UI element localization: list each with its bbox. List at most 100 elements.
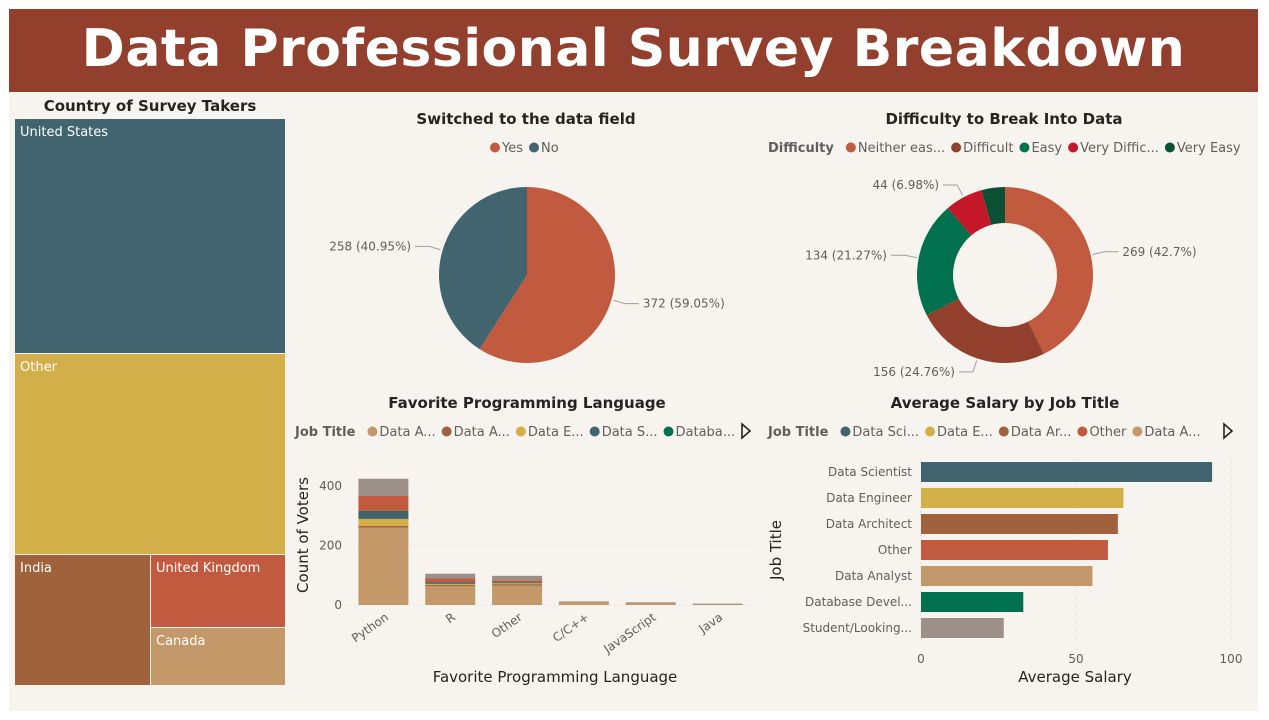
column-x-axis-title: Favorite Programming Language	[433, 668, 678, 686]
salary-legend-marker	[998, 426, 1009, 437]
y-tick-label: Data Analyst	[835, 569, 912, 583]
column-bar-segment[interactable]	[492, 582, 543, 584]
column-bar-segment[interactable]	[492, 585, 543, 605]
salary-bar[interactable]	[921, 566, 1093, 586]
treemap-tile-india[interactable]	[15, 555, 150, 685]
salary-legend-title: Job Title	[767, 425, 829, 440]
column-bar-segment[interactable]	[425, 582, 476, 584]
column-bar-segment[interactable]	[558, 601, 609, 603]
column-bar-segment[interactable]	[358, 527, 409, 605]
y-tick-label: 400	[319, 479, 342, 493]
column-bar-segment[interactable]	[358, 511, 409, 519]
salary-bar[interactable]	[921, 514, 1118, 534]
salary-legend-item: Data E...	[937, 425, 993, 440]
column-bar-segment[interactable]	[692, 604, 743, 605]
treemap-tile-united-states[interactable]	[15, 119, 285, 353]
salary-legend-marker	[1132, 426, 1143, 437]
salary-bar[interactable]	[921, 462, 1213, 482]
treemap-tile-united-kingdom[interactable]	[151, 555, 285, 627]
legend-next-arrow-icon[interactable]	[741, 422, 752, 440]
donut-legend-item: Easy	[1031, 141, 1062, 156]
column-bar-segment[interactable]	[492, 583, 543, 585]
donut-legend-item: Very Easy	[1177, 141, 1241, 156]
switched-pie-chart: Switched to the data field Yes No 372 (59.0…	[329, 110, 725, 363]
column-bar-segment[interactable]	[358, 510, 409, 512]
column-legend-item: Data A...	[379, 425, 435, 440]
column-legend-title: Job Title	[294, 425, 356, 440]
column-bar-segment[interactable]	[425, 583, 476, 585]
salary-bar[interactable]	[921, 618, 1004, 638]
donut-legend-title: Difficulty	[768, 141, 834, 156]
salary-x-axis-title: Average Salary	[1018, 668, 1132, 686]
column-bar-segment[interactable]	[492, 584, 543, 586]
column-bar-segment[interactable]	[358, 478, 409, 496]
donut-slice[interactable]	[917, 208, 972, 316]
donut-slice[interactable]	[981, 187, 1005, 225]
donut-leader-line	[958, 360, 978, 373]
column-bar-segment[interactable]	[492, 575, 543, 581]
y-tick-label: Data Engineer	[826, 491, 912, 505]
column-bar-segment[interactable]	[625, 603, 676, 605]
salary-title: Average Salary by Job Title	[891, 394, 1120, 412]
y-tick-label: Other	[878, 543, 912, 557]
x-tick-label: JavaScript	[600, 610, 658, 657]
salary-legend-marker	[840, 426, 851, 437]
column-legend-item: Data E...	[528, 425, 584, 440]
salary-bar[interactable]	[921, 540, 1108, 560]
pie-legend-marker	[490, 142, 500, 153]
column-bar-segment[interactable]	[358, 525, 409, 528]
salary-bar[interactable]	[921, 592, 1024, 612]
salary-bar[interactable]	[921, 488, 1124, 508]
pie-leader-line	[613, 299, 639, 305]
column-bar-segment[interactable]	[425, 573, 476, 579]
donut-legend-marker	[845, 142, 856, 153]
column-bar-segment[interactable]	[425, 584, 476, 587]
x-tick-label: Other	[489, 610, 525, 641]
column-bar-segment[interactable]	[492, 580, 543, 583]
column-bar-segment[interactable]	[558, 603, 609, 605]
y-tick-label: 0	[334, 598, 342, 612]
salary-y-axis-title: Job Title	[767, 520, 785, 581]
x-tick-label: Java	[696, 610, 726, 637]
y-tick-label: Database Devel...	[805, 595, 912, 609]
pie-slice-yes[interactable]	[479, 187, 615, 363]
donut-slice[interactable]	[926, 298, 1044, 363]
dashboard: Data Professional Survey Breakdown Count…	[9, 9, 1258, 711]
column-bar-segment[interactable]	[425, 578, 476, 583]
y-tick-label: 200	[319, 538, 342, 552]
pie-data-label: 258 (40.95%)	[329, 239, 411, 253]
donut-leader-line	[1092, 251, 1119, 256]
column-legend-marker	[663, 426, 674, 437]
column-bar-segment[interactable]	[358, 518, 409, 526]
pie-slice-no[interactable]	[439, 187, 527, 350]
dashboard-title: Data Professional Survey Breakdown	[9, 9, 1258, 92]
column-y-axis-title: Count of Voters	[294, 477, 312, 593]
donut-slice[interactable]	[947, 190, 992, 236]
pie-leader-line	[415, 245, 441, 251]
column-bar-segment[interactable]	[425, 586, 476, 605]
y-tick-label: Data Architect	[826, 517, 913, 531]
donut-data-label: 44 (6.98%)	[873, 178, 940, 192]
salary-legend-marker	[1077, 426, 1088, 437]
salary-legend-item: Other	[1089, 425, 1127, 440]
treemap-tile-label: Canada	[156, 634, 205, 649]
x-tick-label: C/C++	[550, 610, 592, 645]
column-legend-item: Databa...	[676, 425, 736, 440]
treemap-tile-label: Other	[20, 360, 58, 375]
donut-legend-marker	[1019, 142, 1030, 153]
donut-legend-item: Difficult	[963, 141, 1013, 156]
treemap-tile-canada[interactable]	[151, 628, 285, 685]
x-tick-label: Python	[349, 610, 391, 645]
pie-legend-marker	[529, 142, 539, 153]
treemap-tile-other[interactable]	[15, 354, 285, 554]
donut-leader-line	[943, 184, 964, 196]
donut-slice[interactable]	[1005, 187, 1093, 354]
column-legend-marker	[441, 426, 452, 437]
column-legend-item: Data S...	[602, 425, 658, 440]
column-bar-segment[interactable]	[358, 495, 409, 511]
x-tick-label: 0	[917, 652, 925, 666]
legend-next-arrow-icon[interactable]	[1223, 422, 1234, 440]
programming-language-chart: Favorite Programming Language Job Title Da…	[294, 394, 752, 686]
donut-legend-item: Very Diffic...	[1080, 141, 1159, 156]
difficulty-donut-chart: Difficulty to Break Into Data Difficulty N…	[768, 110, 1241, 379]
